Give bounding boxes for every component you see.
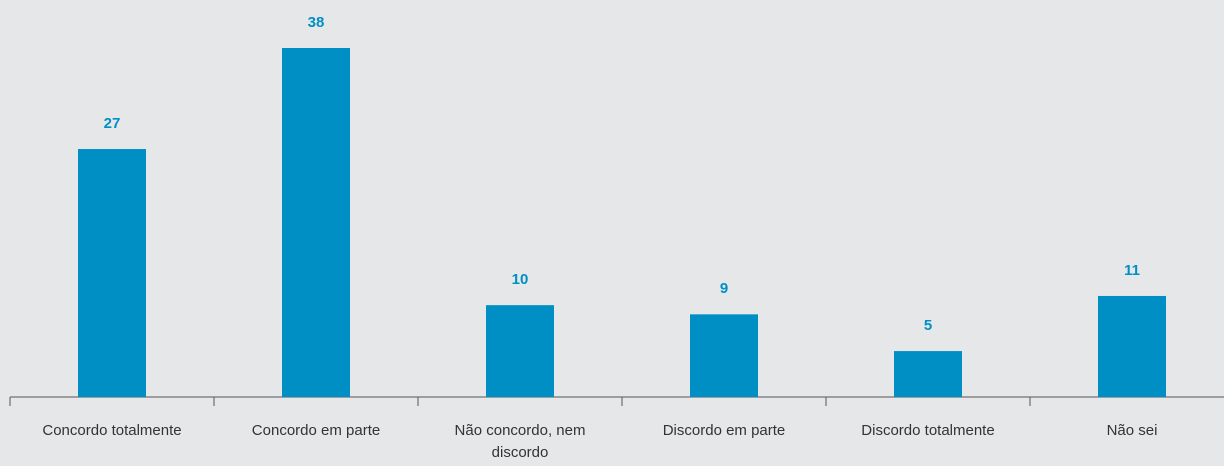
value-label: 11	[1124, 261, 1140, 279]
bar	[282, 48, 350, 397]
x-tick-label: Não sei	[1106, 422, 1158, 439]
value-label: 38	[307, 14, 325, 31]
x-tick-label: Concordo em parte	[251, 422, 381, 439]
bar	[894, 351, 962, 397]
value-label: 9	[719, 280, 729, 298]
value-label: 10	[511, 271, 529, 289]
x-tick-label: Concordo totalmente	[42, 422, 182, 439]
value-label: 5	[923, 317, 933, 335]
bar	[690, 314, 758, 397]
x-tick-label: Discordo totalmente	[861, 422, 995, 439]
x-tick-label: Não concordo, nem discordo	[454, 422, 586, 461]
bar	[1098, 295, 1166, 397]
x-tick-label: Discordo em parte	[662, 422, 786, 439]
bar	[78, 149, 146, 397]
value-label: 27	[103, 115, 121, 133]
bar	[486, 305, 554, 397]
